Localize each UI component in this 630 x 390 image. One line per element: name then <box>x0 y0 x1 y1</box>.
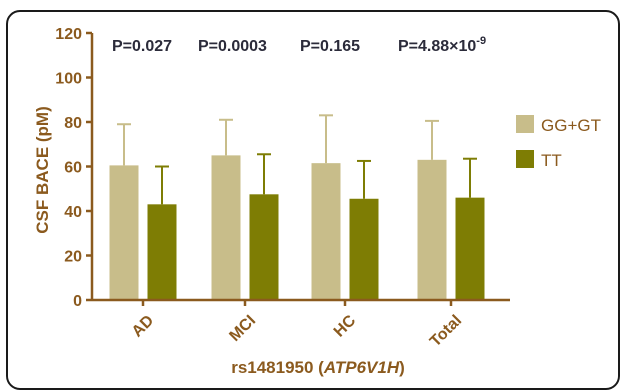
x-axis-title-suffix: ) <box>399 358 405 377</box>
bar-gggt-ad <box>109 165 139 300</box>
legend-label-tt: TT <box>541 151 562 170</box>
p-value-exponent: -9 <box>476 35 486 47</box>
bar-chart: 0 20 40 60 80 100 120 AD MCI HC Total P=0.027 P=0.… <box>33 26 601 377</box>
p-value-main: P=0.0003 <box>198 38 267 55</box>
y-tick-label: 100 <box>55 71 82 88</box>
x-category-label: AD <box>129 312 157 340</box>
legend-swatch-gggt <box>516 115 534 133</box>
bar-gggt-total <box>417 159 447 300</box>
y-tick-label: 20 <box>64 249 82 266</box>
y-tick-label: 0 <box>73 293 82 310</box>
p-value-label: P=0.165 <box>300 38 360 55</box>
bar-tt-mci <box>249 194 279 300</box>
bar-tt-ad <box>147 204 177 300</box>
x-axis-title: rs1481950 (ATP6V1H) <box>231 358 405 377</box>
y-axis-title: CSF BACE (pM) <box>33 106 52 233</box>
legend: GG+GT TT <box>516 115 601 170</box>
p-value-main: P=4.88×10 <box>398 38 476 55</box>
x-axis-title-gene: ATP6V1H <box>323 358 400 377</box>
legend-swatch-tt <box>516 150 534 168</box>
x-category-label: Total <box>427 312 465 350</box>
bar-tt-hc <box>349 198 379 300</box>
bar-gggt-mci <box>211 155 241 300</box>
p-value-label: P=4.88×10-9 <box>398 35 486 55</box>
y-tick-label: 120 <box>55 26 82 43</box>
p-value-main: P=0.165 <box>300 38 360 55</box>
p-value-label: P=0.0003 <box>198 38 267 55</box>
p-value-label: P=0.027 <box>112 38 172 55</box>
y-tick-label: 40 <box>64 204 82 221</box>
legend-label-gggt: GG+GT <box>541 116 601 135</box>
x-axis-title-prefix: rs1481950 ( <box>231 358 324 377</box>
bar-tt-total <box>455 197 485 300</box>
y-tick-label: 60 <box>64 160 82 177</box>
p-value-main: P=0.027 <box>112 38 172 55</box>
y-tick-label: 80 <box>64 115 82 132</box>
x-category-label: HC <box>331 312 360 341</box>
bar-gggt-hc <box>311 163 341 300</box>
x-category-label: MCI <box>226 312 259 345</box>
